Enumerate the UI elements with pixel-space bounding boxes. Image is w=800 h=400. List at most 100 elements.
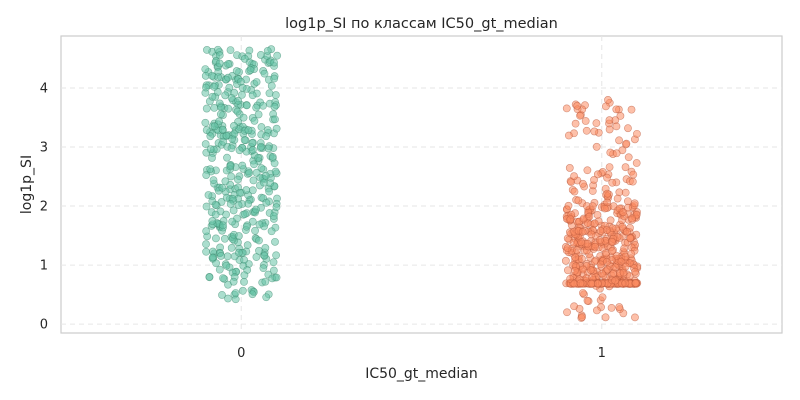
data-point-class-1 xyxy=(623,227,631,236)
data-point-class-1 xyxy=(562,104,571,113)
data-point-class-0 xyxy=(259,101,267,110)
data-point-class-0 xyxy=(227,144,236,153)
data-point-class-0 xyxy=(232,67,241,75)
data-point-class-1 xyxy=(585,212,594,221)
data-point-class-1 xyxy=(616,112,625,120)
data-point-class-0 xyxy=(238,286,247,295)
data-point-class-0 xyxy=(218,125,227,134)
data-point-class-0 xyxy=(250,117,259,125)
data-point-class-0 xyxy=(271,167,280,176)
y-tick-label: 4 xyxy=(40,81,48,96)
data-point-class-1 xyxy=(561,256,570,265)
data-point-class-0 xyxy=(217,252,225,260)
data-point-class-0 xyxy=(215,51,224,60)
data-point-class-1 xyxy=(583,296,592,305)
data-point-class-0 xyxy=(240,54,249,63)
data-point-class-0 xyxy=(262,132,271,141)
data-point-class-1 xyxy=(621,163,630,172)
data-point-class-0 xyxy=(202,104,211,113)
data-point-class-0 xyxy=(224,73,232,82)
data-point-class-0 xyxy=(206,132,215,141)
data-point-class-1 xyxy=(590,127,599,136)
data-point-class-0 xyxy=(208,154,216,162)
data-point-class-1 xyxy=(570,302,578,311)
data-point-class-0 xyxy=(202,240,210,249)
data-point-class-0 xyxy=(263,46,272,55)
y-tick-label: 1 xyxy=(40,259,48,274)
data-point-class-0 xyxy=(208,92,217,101)
data-point-class-1 xyxy=(591,242,600,251)
data-point-class-0 xyxy=(252,78,261,86)
data-point-class-1 xyxy=(626,233,635,242)
data-point-class-1 xyxy=(605,116,614,125)
data-point-class-1 xyxy=(615,303,624,311)
data-point-class-1 xyxy=(601,313,610,322)
data-point-class-1 xyxy=(587,230,596,239)
data-point-class-1 xyxy=(628,214,636,223)
data-point-class-1 xyxy=(608,237,616,246)
data-point-class-0 xyxy=(248,146,257,154)
data-point-class-1 xyxy=(631,313,639,322)
data-point-class-0 xyxy=(254,154,263,162)
data-point-class-0 xyxy=(235,146,244,155)
data-point-class-1 xyxy=(573,101,582,110)
data-point-class-0 xyxy=(210,104,219,112)
data-point-class-0 xyxy=(231,289,240,297)
data-point-class-0 xyxy=(208,253,217,262)
data-point-class-1 xyxy=(621,188,630,197)
data-point-class-1 xyxy=(629,170,638,179)
data-point-class-0 xyxy=(257,142,265,151)
data-point-class-0 xyxy=(256,51,265,59)
data-point-class-0 xyxy=(262,198,271,207)
data-point-class-0 xyxy=(238,83,247,92)
data-point-class-0 xyxy=(218,291,226,299)
data-point-class-0 xyxy=(223,153,231,162)
data-point-class-0 xyxy=(246,66,255,74)
data-point-class-1 xyxy=(571,119,580,128)
data-point-class-1 xyxy=(578,313,586,321)
data-point-class-0 xyxy=(201,140,210,148)
data-point-class-1 xyxy=(603,189,612,198)
data-point-class-1 xyxy=(592,306,601,315)
data-point-class-1 xyxy=(607,303,616,312)
data-point-class-0 xyxy=(234,232,243,240)
data-point-class-0 xyxy=(260,251,269,260)
data-point-class-0 xyxy=(223,252,232,261)
data-point-class-0 xyxy=(272,203,281,212)
data-point-class-0 xyxy=(248,139,257,147)
data-point-class-1 xyxy=(579,179,587,188)
data-point-class-0 xyxy=(248,290,257,299)
data-point-class-0 xyxy=(261,277,270,286)
data-point-class-1 xyxy=(621,262,630,271)
data-point-class-0 xyxy=(240,271,249,280)
data-points xyxy=(201,45,642,322)
data-point-class-0 xyxy=(209,176,218,185)
data-point-class-0 xyxy=(226,162,235,171)
data-point-class-1 xyxy=(601,102,610,111)
data-point-class-0 xyxy=(228,217,237,226)
data-point-class-1 xyxy=(612,105,621,114)
data-point-class-0 xyxy=(218,183,227,192)
data-point-class-1 xyxy=(627,250,636,258)
data-point-class-1 xyxy=(578,227,587,236)
data-point-class-0 xyxy=(227,244,236,252)
data-point-class-1 xyxy=(608,178,617,187)
data-point-class-0 xyxy=(265,89,274,98)
data-point-class-0 xyxy=(201,118,210,127)
data-point-class-0 xyxy=(229,277,238,286)
data-point-class-0 xyxy=(271,115,279,124)
data-point-class-1 xyxy=(619,208,628,217)
data-point-class-1 xyxy=(595,236,604,245)
data-point-class-0 xyxy=(257,164,266,173)
data-point-class-0 xyxy=(265,187,274,196)
data-point-class-0 xyxy=(240,277,248,286)
data-point-class-1 xyxy=(576,279,585,288)
data-point-class-0 xyxy=(249,176,258,185)
data-point-class-1 xyxy=(590,219,599,228)
data-point-class-0 xyxy=(216,110,225,119)
data-point-class-0 xyxy=(226,200,235,208)
data-point-class-0 xyxy=(260,69,269,78)
data-point-class-0 xyxy=(255,220,264,229)
data-point-class-0 xyxy=(257,123,266,131)
